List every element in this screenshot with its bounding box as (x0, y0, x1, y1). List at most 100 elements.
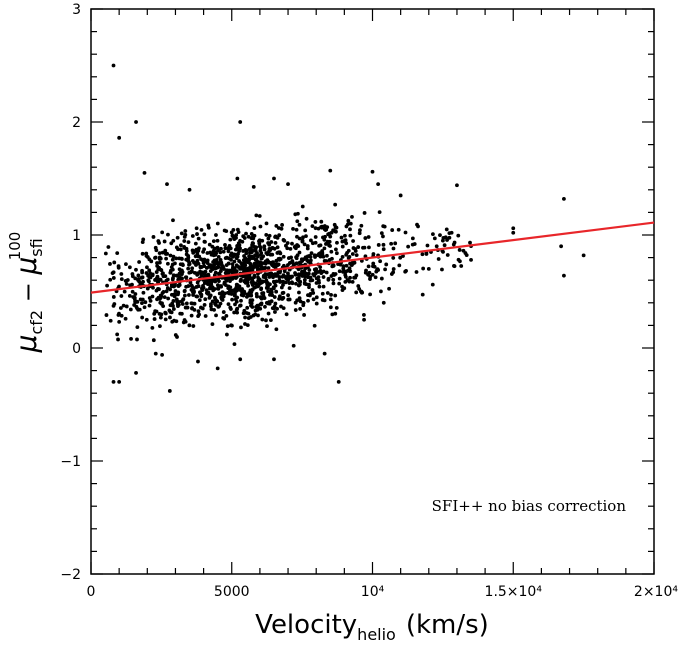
outlier-point (238, 120, 243, 124)
data-point (220, 298, 225, 302)
data-point (264, 301, 269, 305)
data-point (166, 232, 170, 237)
data-point (242, 289, 247, 294)
data-point (346, 218, 351, 223)
data-point (314, 295, 319, 300)
data-point (248, 264, 253, 269)
data-point (287, 286, 292, 291)
outlier-point (426, 267, 431, 271)
data-point (205, 258, 210, 263)
data-point (248, 315, 253, 319)
data-point (246, 234, 251, 239)
data-point (180, 270, 185, 274)
data-point (154, 270, 159, 274)
data-point (116, 265, 121, 270)
data-point (184, 301, 189, 306)
data-point (432, 236, 437, 241)
data-point (310, 278, 315, 283)
data-point (232, 342, 237, 346)
data-point (376, 243, 381, 247)
data-point (253, 249, 258, 253)
data-point (306, 272, 311, 277)
outlier-point (559, 244, 564, 249)
data-point (438, 233, 442, 237)
data-point (244, 257, 249, 262)
data-point (108, 262, 112, 266)
outlier-point (215, 366, 220, 371)
data-point (265, 272, 270, 277)
data-point (233, 269, 238, 274)
y-axis-title-sub1: cf2 (27, 310, 46, 335)
data-point (295, 298, 300, 303)
data-point (286, 278, 290, 282)
data-point (442, 243, 447, 248)
data-point (248, 293, 253, 298)
data-point (157, 297, 162, 301)
data-point (302, 257, 306, 261)
data-point (348, 275, 352, 280)
data-point (146, 278, 151, 283)
data-point (322, 246, 327, 251)
data-point (123, 278, 128, 283)
data-point (351, 239, 355, 243)
data-point (171, 254, 176, 259)
data-point (305, 254, 310, 259)
data-point (274, 273, 279, 278)
outlier-point (440, 238, 445, 243)
data-point (199, 227, 204, 232)
data-point (324, 259, 329, 263)
data-point (381, 247, 386, 252)
data-point (263, 265, 268, 270)
data-point (191, 293, 196, 297)
data-point (223, 256, 228, 261)
data-point (279, 304, 283, 309)
outlier-point (463, 251, 468, 255)
data-point (430, 282, 435, 287)
data-point (246, 283, 251, 288)
data-point (119, 277, 124, 281)
data-point (357, 231, 362, 236)
data-point (164, 256, 168, 261)
data-point (244, 311, 249, 315)
data-point (267, 242, 272, 247)
data-point (208, 281, 213, 286)
data-point (115, 251, 120, 256)
data-point (333, 202, 338, 207)
data-point (456, 233, 461, 238)
data-point (196, 248, 201, 253)
data-point (285, 263, 290, 267)
data-point (410, 236, 415, 241)
data-point (328, 305, 333, 310)
data-point (202, 258, 207, 263)
outlier-point (134, 370, 138, 375)
tick-labels: 0 5000 10⁴ 1.5×10⁴ 2×10⁴ −2 −1 0 1 2 3 (60, 2, 678, 600)
data-point (154, 309, 159, 314)
data-point (306, 275, 310, 280)
data-point (215, 221, 220, 226)
data-point (209, 307, 214, 312)
data-point (232, 237, 237, 242)
data-point (224, 313, 229, 318)
data-point (312, 323, 317, 328)
data-point (203, 239, 207, 244)
data-point (196, 261, 201, 266)
data-point (271, 306, 276, 311)
data-point (171, 218, 175, 223)
data-point (154, 288, 159, 293)
data-point (135, 299, 140, 304)
data-point (129, 336, 133, 341)
data-point (287, 281, 292, 285)
data-point (333, 311, 338, 316)
data-point (316, 275, 321, 280)
data-point (326, 277, 331, 282)
data-point (195, 232, 199, 236)
outlier-point (328, 168, 333, 173)
data-point (216, 254, 221, 259)
data-point (258, 245, 263, 250)
data-point (297, 250, 302, 255)
data-point (406, 244, 411, 249)
data-point (124, 282, 129, 286)
data-point (168, 315, 172, 320)
data-point (286, 274, 291, 278)
data-point (320, 298, 325, 302)
